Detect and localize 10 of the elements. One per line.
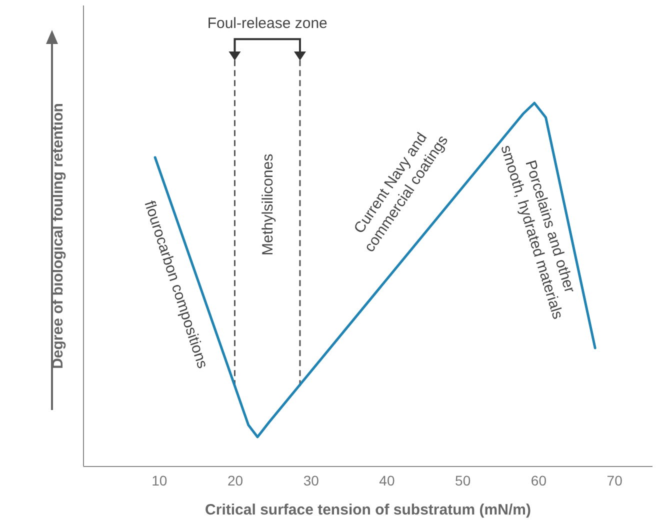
text: Foul-release zone <box>207 15 328 32</box>
x-tick-label: 30 <box>303 472 320 488</box>
x-tick-label: 10 <box>152 472 168 488</box>
x-axis-title: Critical surface tension of substratum (mN/m) <box>205 502 531 518</box>
x-tick-label: 50 <box>455 472 471 488</box>
x-tick-label: 40 <box>379 472 395 488</box>
x-tick-label: 70 <box>606 472 623 488</box>
annotation: Methylsilicones <box>259 154 276 256</box>
x-tick-label: 60 <box>530 472 547 488</box>
x-tick-label: 20 <box>227 472 244 488</box>
